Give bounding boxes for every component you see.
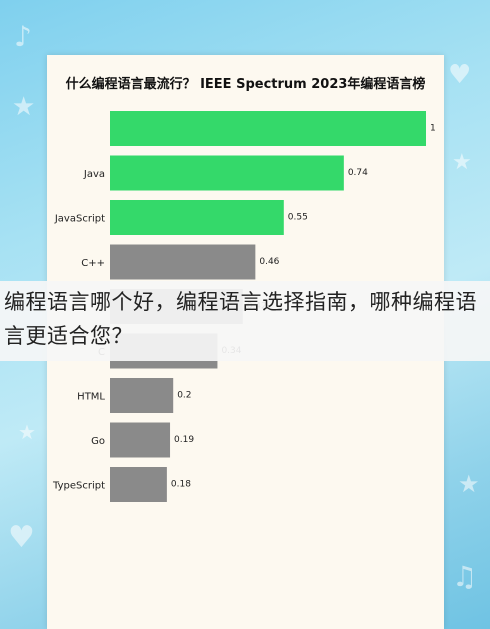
category-label: Go: [91, 436, 105, 447]
heart-icon: ♥: [448, 60, 472, 90]
category-label: HTML: [77, 392, 105, 403]
note-icon: ♫: [452, 560, 478, 593]
value-label: 0.74: [348, 168, 368, 178]
headline-banner: 编程语言哪个好，编程语言选择指南，哪种编程语言更适合您？: [0, 281, 490, 361]
heart-icon: ♥: [8, 520, 35, 555]
value-label: 0.55: [288, 213, 308, 223]
bar: [110, 111, 426, 146]
category-label: Java: [83, 169, 105, 180]
star-icon: ★: [458, 470, 480, 498]
bar: [110, 244, 256, 280]
category-label: C++: [81, 258, 105, 269]
category-label: JavaScript: [54, 214, 105, 225]
bar: [110, 378, 174, 413]
value-label: 1: [430, 124, 436, 134]
value-label: 0.18: [171, 480, 191, 490]
value-label: 0.19: [174, 435, 194, 445]
category-label: TypeScript: [52, 481, 105, 492]
value-label: 0.2: [177, 391, 191, 401]
star-icon: ★: [12, 92, 36, 122]
bar: [110, 467, 167, 502]
star-icon: ★: [18, 420, 36, 444]
note-icon: ♪: [14, 20, 32, 53]
chart-title: 什么编程语言最流行？ IEEE Spectrum 2023年编程语言榜: [65, 77, 426, 92]
bar: [110, 200, 284, 235]
headline-text: 编程语言哪个好，编程语言选择指南，哪种编程语言更适合您？: [4, 290, 477, 348]
star-icon: ★: [452, 150, 472, 175]
value-label: 0.46: [259, 257, 279, 267]
bar: [110, 422, 171, 458]
bar: [110, 155, 344, 191]
